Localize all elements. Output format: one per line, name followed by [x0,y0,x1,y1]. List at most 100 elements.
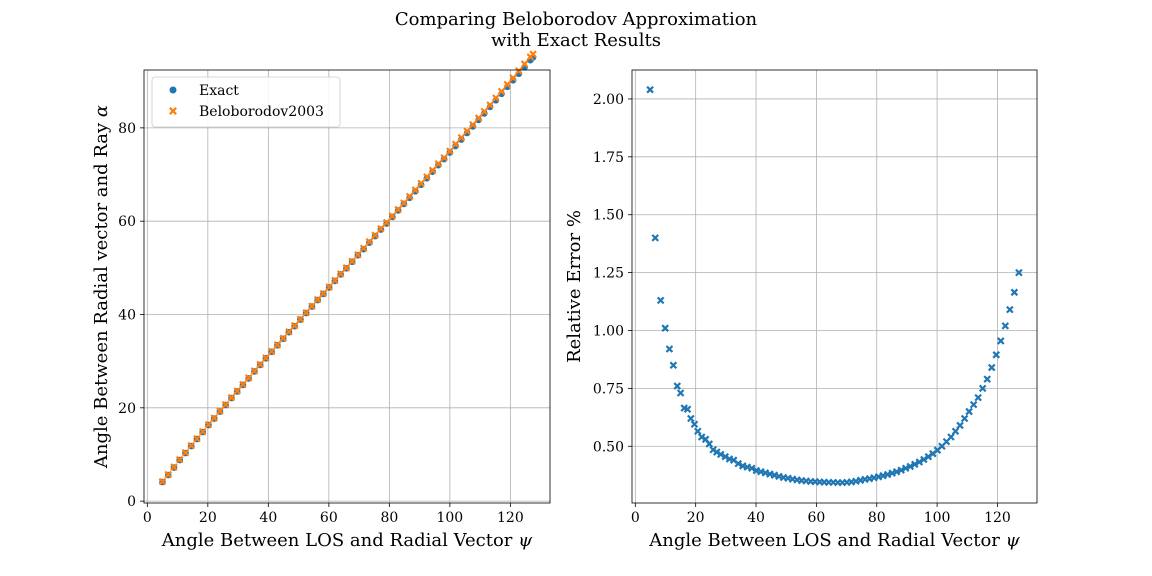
left-chart: 0 20 40 60 80 100 120 0 20 40 60 80 Angle Between LO… [91,50,551,551]
data-point [285,327,293,336]
data-point [469,120,477,129]
y-tick-label: 0 [127,494,136,510]
data-point [446,147,454,155]
data-point [417,179,425,188]
x-axis-label: Angle Between LOS and Radial Vector ψ [161,530,533,551]
x-axis-ticks: 0 20 40 60 80 100 120 [631,503,1011,526]
y-tick-label: 2.00 [593,92,624,108]
y-axis-ticks: 0.50 0.75 1.00 1.25 1.50 1.75 2.00 [593,92,632,455]
data-point [947,433,955,441]
y-tick-label: 20 [118,401,136,417]
figure-title-line-1: Comparing Beloborodov Approximation [394,9,758,30]
grid [632,70,1037,503]
data-point [497,87,506,96]
figure-title-line-2: with Exact Results [490,30,662,51]
data-point [170,463,178,471]
data-point [734,459,743,468]
data-point [901,464,910,473]
data-point [906,462,915,471]
data-point [520,60,529,68]
data-point [193,434,201,443]
data-point [302,308,310,317]
x-tick-label: 100 [436,510,463,526]
data-point [428,166,437,175]
y-tick-label: 0.50 [593,439,624,455]
data-point [676,389,685,397]
data-point [377,224,385,233]
data-point [331,276,339,285]
y-tick-label: 0.75 [593,381,624,397]
data-point [388,212,397,220]
data-point [394,205,402,214]
x-tick-label: 60 [320,510,338,526]
legend-marker-x [169,107,177,115]
data-point [951,427,960,435]
series-beloborodov2003 [158,50,537,486]
data-point [997,337,1005,345]
data-point [204,420,213,429]
data-point [1015,268,1023,277]
data-point [683,405,692,413]
data-point [915,458,924,466]
series-relative-error [646,85,1023,487]
data-point [969,400,978,409]
x-tick-label: 20 [687,510,705,526]
data-point [987,363,996,372]
y-tick-label: 80 [118,121,136,137]
data-point [713,448,721,456]
data-point [509,74,517,82]
data-point [673,382,682,390]
data-point [440,153,448,162]
data-point [529,50,537,58]
legend-marker-circle [169,86,177,94]
data-point [965,407,973,416]
y-tick-label: 1.50 [593,208,624,224]
data-point [748,464,756,473]
data-point [175,455,184,464]
y-axis-label: Relative Error % [564,210,585,363]
x-tick-label: 120 [984,510,1011,526]
data-point [451,140,460,148]
data-point [359,244,368,253]
data-point [405,192,414,201]
data-point [158,477,167,486]
data-point [474,114,483,122]
data-point [1001,322,1010,330]
x-axis-ticks: 0 20 40 60 80 100 120 [143,503,524,526]
data-point [371,231,379,239]
data-point [187,441,195,450]
data-point [164,470,172,479]
data-point [325,283,333,291]
y-axis-ticks: 0 20 40 60 80 [118,121,144,510]
data-point [669,361,678,370]
x-tick-label: 0 [631,510,640,526]
data-point [920,455,928,464]
y-tick-label: 1.75 [593,150,624,166]
x-tick-label: 60 [807,510,825,526]
data-point [423,173,431,181]
axes-frame [143,69,551,504]
data-point [956,421,964,430]
data-point [697,433,706,441]
data-point [463,127,471,135]
data-point [365,237,374,246]
data-point [290,321,299,330]
data-point [503,80,512,89]
axes-frame [631,69,1038,504]
data-point [716,450,725,459]
data-point [181,448,190,457]
data-point [342,264,351,272]
data-point [434,160,443,168]
x-axis-label: Angle Between LOS and Radial Vector ψ [648,530,1020,551]
data-point [336,270,345,278]
data-point [411,186,420,194]
grid [144,70,550,503]
data-point [480,107,489,116]
data-point [705,440,714,448]
data-point [492,94,500,102]
legend-label: Exact [199,83,239,99]
data-point [354,250,362,259]
legend-box [151,76,341,128]
data-point [1010,288,1019,297]
